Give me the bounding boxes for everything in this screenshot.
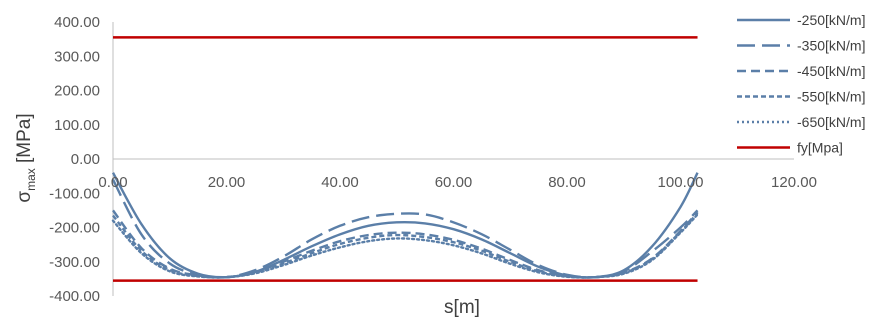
x-tick-label: 20.00 bbox=[208, 174, 246, 191]
series-line bbox=[112, 209, 699, 279]
series-line bbox=[111, 178, 699, 279]
legend-label: -650[kN/m] bbox=[797, 114, 865, 130]
y-tick-label: 0.00 bbox=[71, 151, 100, 168]
legend-label: -350[kN/m] bbox=[797, 38, 865, 54]
series-line bbox=[111, 172, 699, 279]
y-axis-title-sub: max bbox=[24, 168, 38, 191]
y-tick-label: 300.00 bbox=[54, 48, 100, 65]
x-tick-label: 40.00 bbox=[321, 174, 359, 191]
y-tick-label: 100.00 bbox=[54, 117, 100, 134]
x-tick-label: 0.00 bbox=[98, 174, 127, 191]
legend-label: -450[kN/m] bbox=[797, 63, 865, 79]
series-line bbox=[111, 213, 699, 279]
x-axis-title: s[m] bbox=[444, 297, 480, 318]
x-tick-label: 60.00 bbox=[435, 174, 473, 191]
axes bbox=[112, 22, 794, 296]
x-tick-label: 100.00 bbox=[658, 174, 704, 191]
y-axis-title-suffix: [MPa] bbox=[14, 113, 35, 168]
y-tick-label: 200.00 bbox=[54, 83, 100, 100]
x-tick-label: 80.00 bbox=[548, 174, 586, 191]
legend: -250[kN/m] -350[kN/m] -450[kN/m] -550[kN/m]… bbox=[737, 12, 865, 156]
x-tick-label: 120.00 bbox=[771, 174, 817, 191]
legend-label: fy[Mpa] bbox=[797, 140, 843, 156]
y-axis-title: σmax [MPa] bbox=[14, 113, 38, 202]
series-layer bbox=[111, 36, 699, 282]
tick-labels: 400.00300.00200.00100.000.00-100.00-200.… bbox=[49, 14, 817, 305]
y-axis-title-main: σ bbox=[14, 191, 35, 203]
y-tick-label: 400.00 bbox=[54, 14, 100, 31]
legend-label: -550[kN/m] bbox=[797, 89, 865, 105]
y-tick-label: -200.00 bbox=[49, 220, 100, 237]
legend-label: -250[kN/m] bbox=[797, 12, 865, 28]
y-tick-label: -400.00 bbox=[49, 288, 100, 305]
y-tick-label: -100.00 bbox=[49, 185, 100, 202]
y-tick-label: -300.00 bbox=[49, 254, 100, 271]
